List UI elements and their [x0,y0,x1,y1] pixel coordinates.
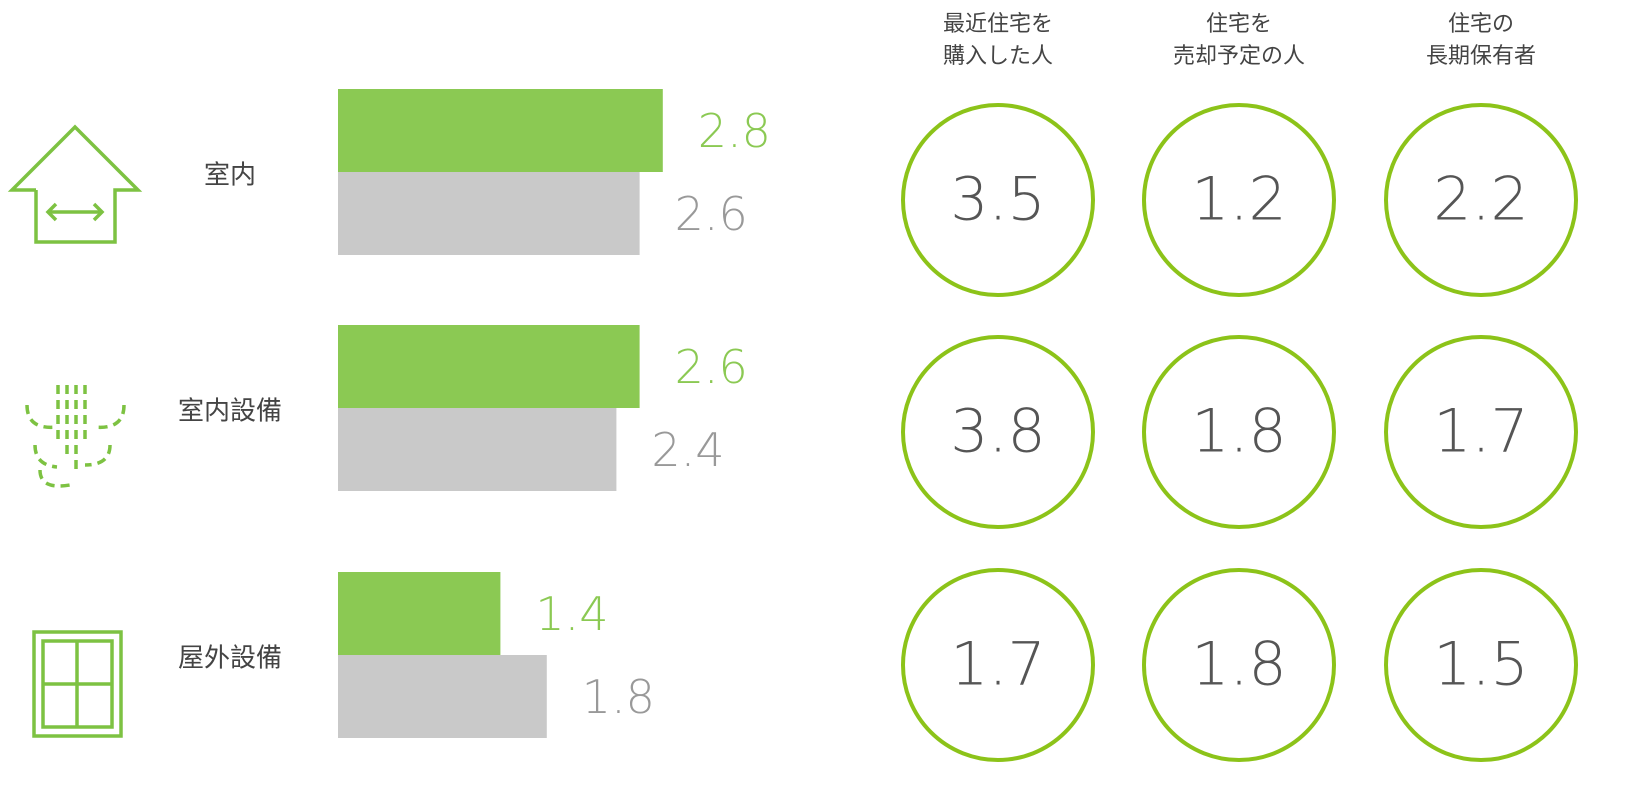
value-circle [1142,335,1336,529]
category-label: 室内 [204,161,256,191]
bar [338,172,640,255]
cell-value: 3.8 [950,397,1045,467]
icon-window [32,630,123,738]
value-label: 2.6 [675,340,748,394]
column-header: 長期保有者 [1426,44,1536,69]
value-label: 1.8 [582,670,655,724]
column-header: 最近住宅を [943,12,1053,37]
cell-value: 2.2 [1433,165,1528,235]
column-header: 売却予定の人 [1173,44,1305,69]
value-circle [901,568,1095,762]
cell-value: 1.7 [1433,397,1528,467]
column-header: 住宅の [1448,12,1514,37]
column-header: 購入した人 [943,44,1053,69]
value-circle [1142,568,1336,762]
cell-value: 1.2 [1191,165,1286,235]
value-label: 2.8 [698,104,771,158]
bar [338,655,547,738]
cell-value: 1.5 [1433,630,1528,700]
value-circle [901,103,1095,297]
value-circle [1384,103,1578,297]
value-circle [1142,103,1336,297]
cell-value: 1.8 [1191,397,1286,467]
bar [338,325,640,408]
value-circle [1384,335,1578,529]
cell-value: 1.7 [950,630,1045,700]
value-label: 2.4 [651,423,724,477]
cell-value: 1.8 [1191,630,1286,700]
category-label: 室内設備 [178,397,282,427]
value-label: 2.6 [675,187,748,241]
column-header: 住宅を [1206,12,1272,37]
bar [338,89,663,172]
category-label: 屋外設備 [178,644,282,674]
value-circle [901,335,1095,529]
bar [338,572,501,655]
cell-value: 3.5 [950,165,1045,235]
icon-house [7,124,143,244]
value-label: 1.4 [535,587,608,641]
bar [338,408,617,491]
icon-shower [25,385,126,488]
value-circle [1384,568,1578,762]
